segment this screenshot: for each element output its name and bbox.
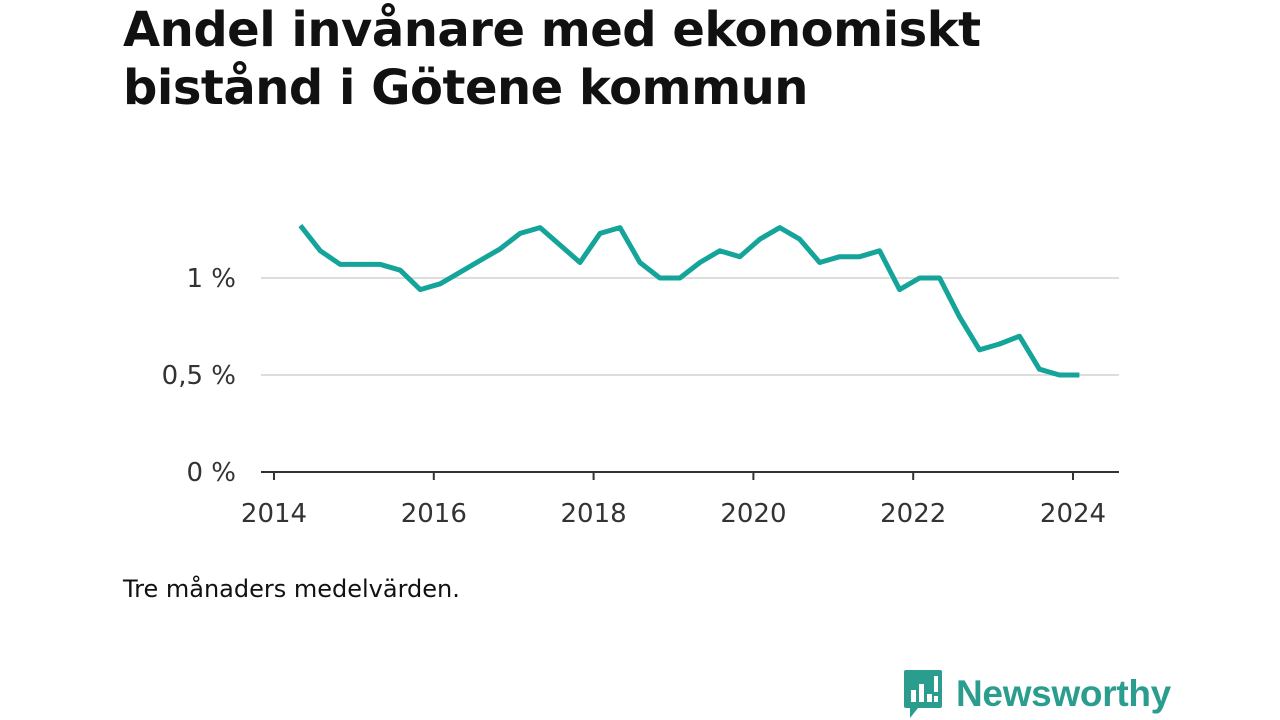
series-group bbox=[298, 224, 1080, 378]
grid-lines bbox=[261, 277, 1119, 376]
y-tick-label: 1 % bbox=[186, 264, 236, 294]
x-axis bbox=[261, 471, 1119, 480]
x-tick-label: 2022 bbox=[880, 499, 946, 529]
x-axis-labels: 2014 2016 2018 2020 2022 2024 bbox=[241, 499, 1106, 529]
y-tick-label: 0,5 % bbox=[162, 361, 236, 391]
x-tick-label: 2014 bbox=[241, 499, 307, 529]
x-tick-label: 2020 bbox=[720, 499, 786, 529]
chart-footnote: Tre månaders medelvärden. bbox=[123, 575, 460, 603]
series-line bbox=[298, 224, 1080, 378]
brand-logo: Newsworthy bbox=[902, 668, 1171, 720]
x-tick-label: 2024 bbox=[1040, 499, 1106, 529]
bar-chart-speech-bubble-icon bbox=[904, 670, 942, 718]
y-axis-labels: 0 % 0,5 % 1 % bbox=[162, 264, 236, 488]
x-tick-label: 2016 bbox=[401, 499, 467, 529]
brand-name: Newsworthy bbox=[956, 673, 1171, 714]
y-tick-label: 0 % bbox=[186, 458, 236, 488]
x-tick-label: 2018 bbox=[561, 499, 627, 529]
chart-title: Andel invånare med ekonomiskt bistånd i … bbox=[123, 2, 981, 116]
